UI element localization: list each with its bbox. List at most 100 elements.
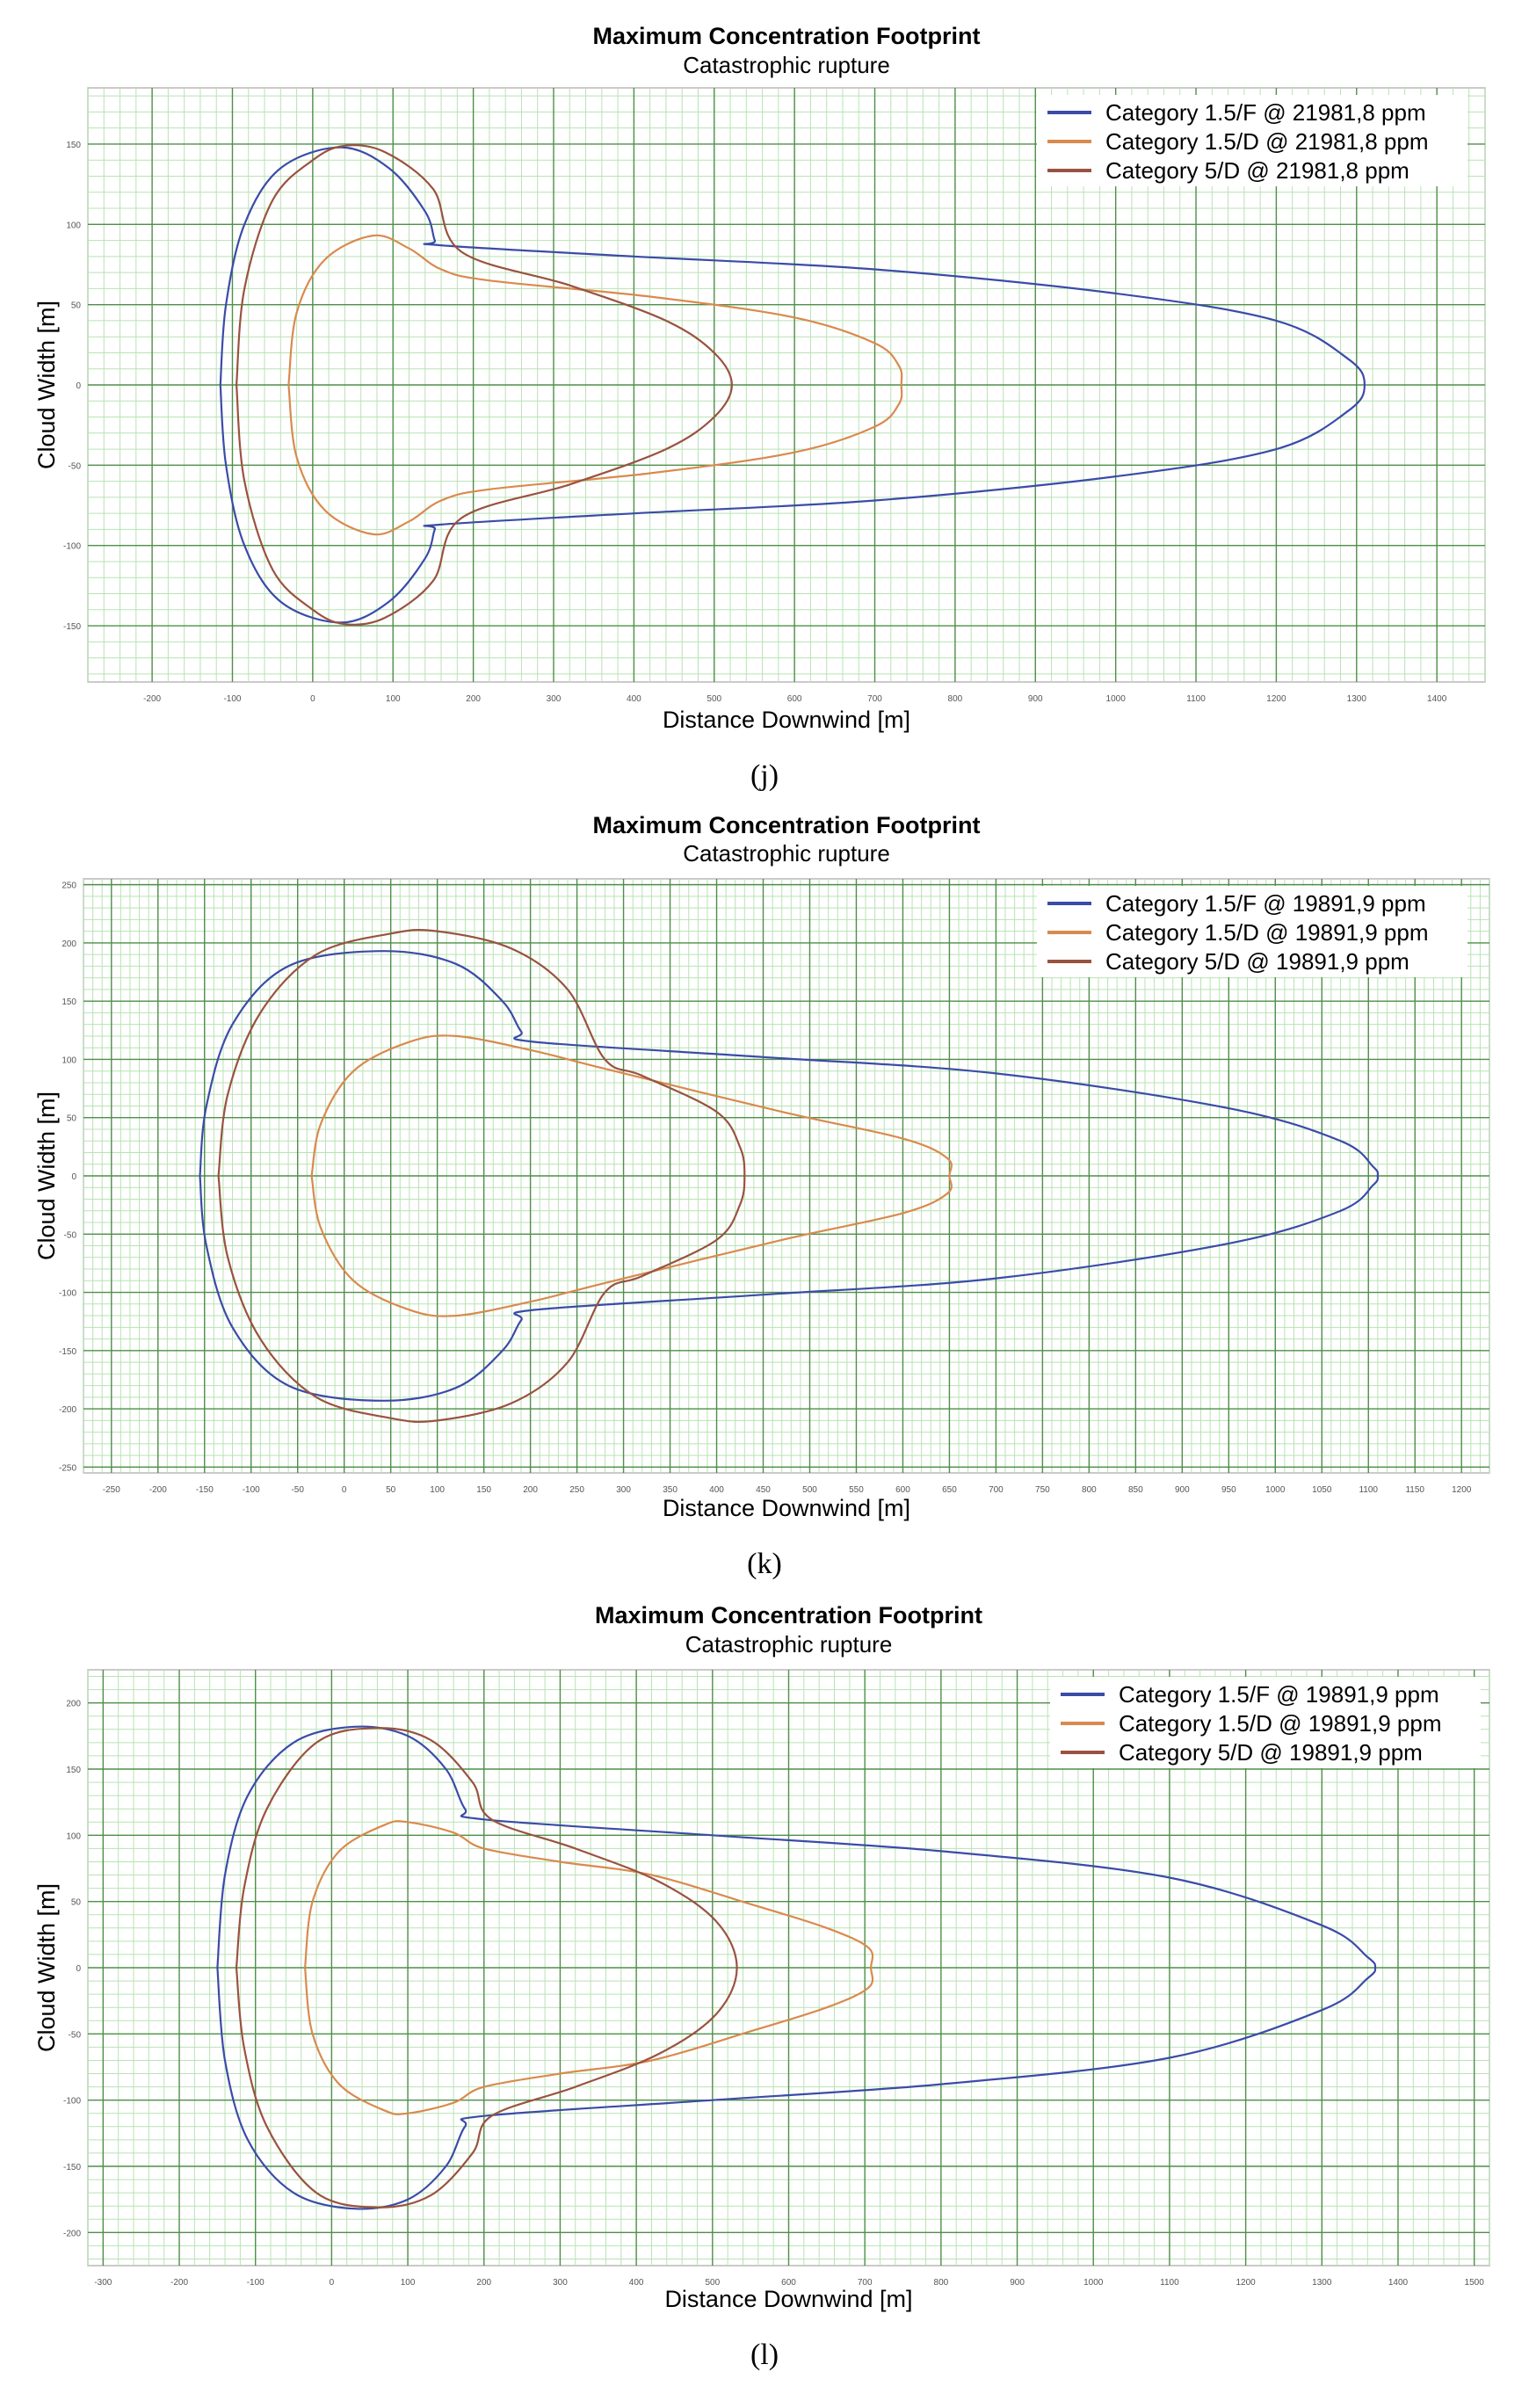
x-tick-label: 200 <box>466 694 481 704</box>
series-line <box>236 144 733 626</box>
x-tick-label: 1050 <box>1312 1485 1332 1495</box>
x-tick-label: 200 <box>523 1485 538 1495</box>
x-tick-label: -150 <box>196 1485 214 1495</box>
x-tick-label: 1000 <box>1106 694 1127 704</box>
x-tick-label: 0 <box>342 1485 347 1495</box>
legend-label: Category 1.5/D @ 19891,9 ppm <box>1119 1710 1442 1737</box>
x-tick-label: 1500 <box>1465 2278 1485 2288</box>
y-tick-label: 100 <box>66 1831 81 1841</box>
y-tick-label: 100 <box>66 221 81 230</box>
y-tick-label: -200 <box>59 1405 76 1415</box>
x-tick-label: 150 <box>476 1485 491 1495</box>
x-tick-label: 500 <box>802 1485 817 1495</box>
y-tick-label: -150 <box>63 2163 81 2172</box>
chart-subtitle: Catastrophic rupture <box>685 1631 893 1657</box>
x-tick-label: -200 <box>149 1485 167 1495</box>
x-tick-label: 300 <box>547 694 562 704</box>
legend-label: Category 5/D @ 21981,8 ppm <box>1105 157 1409 184</box>
legend-label: Category 1.5/F @ 19891,9 ppm <box>1105 890 1426 917</box>
x-tick-label: 900 <box>1010 2278 1025 2288</box>
series-line <box>219 146 1366 624</box>
x-tick-label: 1000 <box>1265 1485 1286 1495</box>
y-axis-label: Cloud Width [m] <box>33 1092 60 1260</box>
series-line <box>287 234 903 536</box>
y-tick-label: -50 <box>69 461 82 471</box>
major-grid <box>83 879 1489 1473</box>
legend-label: Category 5/D @ 19891,9 ppm <box>1105 948 1409 975</box>
chart-subtitle: Catastrophic rupture <box>683 840 890 867</box>
x-tick-label: -100 <box>243 1485 260 1495</box>
x-tick-label: 100 <box>386 694 401 704</box>
y-tick-label: 150 <box>66 1766 81 1775</box>
y-axis-label: Cloud Width [m] <box>33 301 60 469</box>
series-line <box>216 1725 1377 2210</box>
x-tick-label: 300 <box>553 2278 568 2288</box>
x-tick-label: -300 <box>94 2278 112 2288</box>
x-tick-label: 600 <box>787 694 802 704</box>
x-tick-label: 650 <box>942 1485 957 1495</box>
y-tick-label: -100 <box>59 1289 76 1299</box>
x-tick-label: 950 <box>1221 1485 1236 1495</box>
y-tick-label: 0 <box>76 1964 81 1974</box>
y-tick-label: -200 <box>63 2229 81 2238</box>
x-tick-label: 1300 <box>1347 694 1367 704</box>
y-tick-label: 50 <box>71 301 82 311</box>
major-grid <box>88 88 1485 682</box>
x-tick-label: 550 <box>849 1485 864 1495</box>
x-tick-label: 400 <box>709 1485 724 1495</box>
x-tick-label: 1150 <box>1405 1485 1424 1495</box>
legend-label: Category 1.5/D @ 19891,9 ppm <box>1105 919 1429 946</box>
x-tick-label: 300 <box>616 1485 631 1495</box>
y-axis-label: Cloud Width [m] <box>33 1883 60 2052</box>
x-tick-label: -100 <box>247 2278 264 2288</box>
chart-title: Maximum Concentration Footprint <box>593 812 981 838</box>
panel-letter: (k) <box>747 1548 782 1580</box>
x-tick-label: 1200 <box>1236 2278 1256 2288</box>
x-tick-label: 1400 <box>1388 2278 1409 2288</box>
x-tick-label: 900 <box>1175 1485 1190 1495</box>
series-line <box>199 950 1380 1402</box>
y-tick-label: 50 <box>67 1114 77 1124</box>
x-tick-label: 100 <box>401 2278 416 2288</box>
chart-title: Maximum Concentration Footprint <box>595 1602 982 1628</box>
x-tick-label: 850 <box>1128 1485 1143 1495</box>
x-axis-label: Distance Downwind [m] <box>663 1495 910 1521</box>
x-tick-label: 500 <box>707 694 721 704</box>
y-tick-label: -100 <box>63 542 81 552</box>
x-tick-label: 0 <box>330 2278 335 2288</box>
legend-box <box>1050 1677 1481 1768</box>
x-tick-label: 700 <box>858 2278 873 2288</box>
y-tick-label: 150 <box>66 141 81 150</box>
legend-box <box>1037 95 1467 186</box>
x-tick-label: -250 <box>103 1485 120 1495</box>
x-tick-label: 1100 <box>1160 2278 1179 2288</box>
y-tick-label: 0 <box>76 381 81 391</box>
x-tick-label: 250 <box>569 1485 584 1495</box>
x-tick-label: 700 <box>867 694 882 704</box>
chart-title: Maximum Concentration Footprint <box>593 23 981 49</box>
legend-label: Category 5/D @ 19891,9 ppm <box>1119 1739 1423 1766</box>
x-tick-label: 1200 <box>1452 1485 1472 1495</box>
series-line <box>217 928 746 1424</box>
x-tick-label: 800 <box>1082 1485 1097 1495</box>
x-axis-label: Distance Downwind [m] <box>663 707 910 733</box>
panel-letter: (l) <box>750 2339 779 2371</box>
y-tick-label: -150 <box>63 622 81 632</box>
x-tick-label: 1100 <box>1186 694 1206 704</box>
y-tick-label: -50 <box>64 1230 77 1240</box>
panel-letter: (j) <box>750 759 779 792</box>
x-tick-label: 0 <box>310 694 315 704</box>
x-tick-label: 600 <box>781 2278 796 2288</box>
legend-label: Category 1.5/F @ 19891,9 ppm <box>1119 1681 1439 1708</box>
x-tick-label: -200 <box>170 2278 188 2288</box>
x-tick-label: 200 <box>476 2278 491 2288</box>
x-tick-label: -50 <box>291 1485 304 1495</box>
x-tick-label: 1200 <box>1266 694 1286 704</box>
x-tick-label: 800 <box>948 694 963 704</box>
x-tick-label: 400 <box>629 2278 644 2288</box>
x-tick-label: -100 <box>223 694 241 704</box>
x-tick-label: 50 <box>386 1485 396 1495</box>
x-tick-label: 800 <box>934 2278 949 2288</box>
